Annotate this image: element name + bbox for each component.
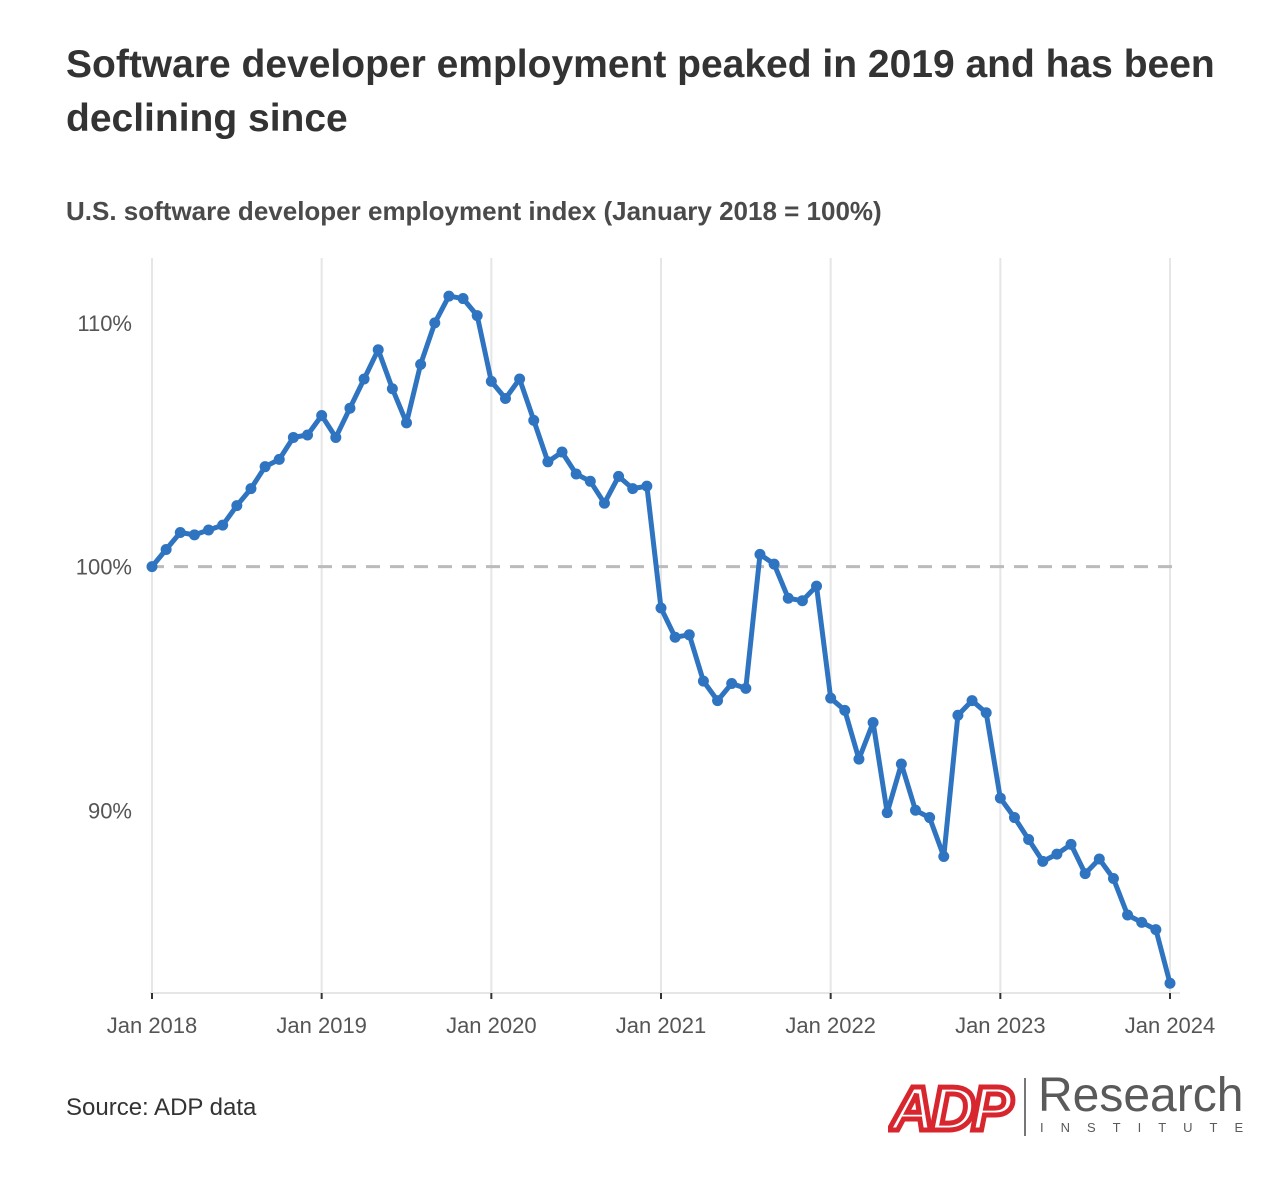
data-point bbox=[768, 558, 780, 570]
data-point bbox=[217, 519, 229, 531]
data-point bbox=[1093, 853, 1105, 865]
data-point bbox=[1023, 833, 1035, 845]
data-point bbox=[712, 695, 724, 707]
x-tick-label: Jan 2018 bbox=[107, 1013, 198, 1038]
data-point bbox=[259, 461, 271, 473]
data-point bbox=[613, 470, 625, 482]
logo-name: Research bbox=[1038, 1069, 1244, 1122]
x-tick-label: Jan 2023 bbox=[955, 1013, 1046, 1038]
data-point bbox=[542, 456, 554, 468]
data-point bbox=[1051, 848, 1063, 860]
data-point bbox=[146, 561, 158, 573]
data-point bbox=[302, 429, 314, 441]
data-point bbox=[358, 373, 370, 385]
x-tick-label: Jan 2020 bbox=[446, 1013, 537, 1038]
data-point bbox=[627, 483, 639, 495]
data-point bbox=[584, 475, 596, 487]
data-point bbox=[160, 544, 172, 556]
data-point bbox=[839, 704, 851, 716]
data-point bbox=[485, 375, 497, 387]
x-tick-label: Jan 2024 bbox=[1125, 1013, 1216, 1038]
data-point bbox=[386, 383, 398, 395]
data-point bbox=[1008, 812, 1020, 824]
data-point bbox=[514, 373, 526, 385]
x-axis-labels: Jan 2018 Jan 2019 Jan 2020 Jan 2021 Jan 2022… bbox=[107, 1013, 1216, 1038]
data-point bbox=[273, 453, 285, 465]
source-note: Source: ADP data bbox=[66, 1094, 257, 1121]
data-point bbox=[782, 592, 794, 604]
data-point bbox=[429, 317, 441, 329]
data-point bbox=[994, 792, 1006, 804]
data-point bbox=[415, 358, 427, 370]
data-point bbox=[188, 529, 200, 541]
data-point bbox=[528, 414, 540, 426]
data-point bbox=[1079, 868, 1091, 880]
data-point bbox=[231, 500, 243, 512]
series-points bbox=[146, 290, 1176, 989]
data-point bbox=[1150, 924, 1162, 936]
data-point bbox=[924, 812, 936, 824]
data-point bbox=[1065, 838, 1077, 850]
data-point bbox=[287, 431, 299, 443]
data-point bbox=[853, 753, 865, 765]
data-point bbox=[1164, 977, 1176, 989]
data-point bbox=[443, 290, 455, 302]
data-point bbox=[754, 548, 766, 560]
grid-lines bbox=[151, 258, 1171, 993]
data-point bbox=[938, 851, 950, 863]
y-tick-label: 100% bbox=[76, 555, 132, 580]
data-point bbox=[330, 431, 342, 443]
data-point bbox=[910, 804, 921, 816]
data-point bbox=[203, 524, 215, 536]
data-point bbox=[344, 402, 356, 414]
adp-logo-mark: ADP bbox=[888, 1076, 1018, 1138]
data-point bbox=[245, 483, 257, 495]
data-point bbox=[1136, 916, 1148, 928]
y-tick-label: 110% bbox=[77, 311, 132, 336]
data-point bbox=[1122, 909, 1134, 921]
data-point bbox=[499, 392, 511, 404]
data-point bbox=[952, 709, 964, 721]
data-point bbox=[655, 602, 667, 614]
svg-text:ADP: ADP bbox=[888, 1076, 1014, 1138]
data-point bbox=[669, 631, 681, 643]
data-point bbox=[471, 310, 483, 322]
data-point bbox=[401, 417, 412, 429]
data-point bbox=[867, 717, 879, 729]
data-point bbox=[316, 410, 328, 422]
data-point bbox=[726, 678, 738, 690]
data-point bbox=[966, 695, 978, 707]
data-point bbox=[980, 707, 992, 719]
data-point bbox=[457, 293, 469, 305]
data-point bbox=[641, 480, 653, 492]
data-point bbox=[570, 468, 582, 480]
data-point bbox=[683, 629, 695, 641]
data-point bbox=[895, 758, 907, 770]
x-tick-label: Jan 2021 bbox=[616, 1013, 707, 1038]
data-point bbox=[796, 595, 808, 607]
data-point bbox=[811, 580, 823, 592]
data-point bbox=[1107, 872, 1119, 884]
x-tick-label: Jan 2022 bbox=[785, 1013, 876, 1038]
data-point bbox=[1037, 855, 1049, 867]
logo-tagline: INSTITUTE bbox=[1040, 1120, 1261, 1135]
data-point bbox=[697, 675, 709, 687]
data-point bbox=[372, 344, 384, 356]
y-tick-label: 90% bbox=[88, 798, 132, 823]
chart-subtitle: U.S. software developer employment index… bbox=[66, 196, 882, 226]
data-point bbox=[825, 692, 837, 704]
data-point bbox=[556, 446, 568, 458]
x-tick-label: Jan 2019 bbox=[276, 1013, 367, 1038]
data-point bbox=[174, 526, 186, 538]
chart-title: Software developer employment peaked in … bbox=[66, 43, 1215, 140]
data-point bbox=[740, 682, 752, 694]
data-point bbox=[598, 497, 610, 509]
data-point bbox=[881, 807, 893, 819]
y-axis-labels: 90% 100% 110% bbox=[76, 311, 132, 823]
x-axis-ticks bbox=[151, 993, 1171, 999]
adp-research-institute-logo: ADP Research INSTITUTE bbox=[888, 1069, 1243, 1138]
logo-divider bbox=[1024, 1078, 1026, 1136]
